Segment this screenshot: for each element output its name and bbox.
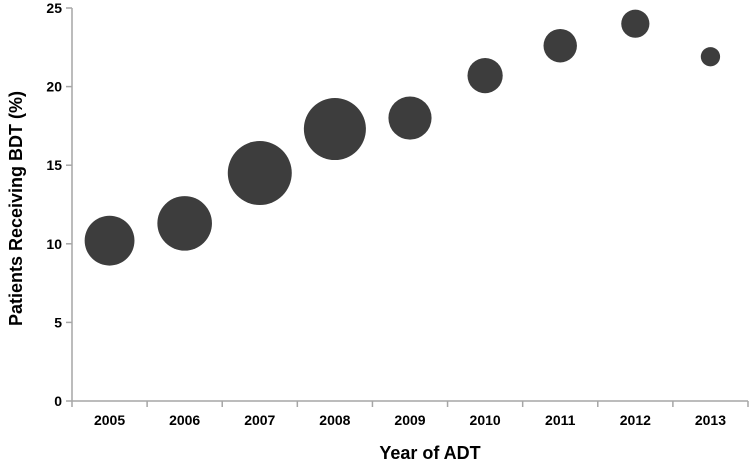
data-bubble-2008 — [303, 98, 366, 161]
x-axis-title: Year of ADT — [379, 443, 480, 463]
data-bubble-2012 — [621, 9, 650, 38]
x-tick-label: 2009 — [394, 412, 425, 428]
data-bubble-2006 — [157, 196, 212, 251]
axes — [71, 8, 748, 402]
data-bubble-2013 — [700, 47, 721, 67]
x-tick-label: 2006 — [169, 412, 200, 428]
x-tick-label: 2011 — [545, 412, 576, 428]
x-tick-label: 2007 — [244, 412, 275, 428]
y-axis-title: Patients Receiving BDT (%) — [6, 91, 26, 326]
data-bubble-2007 — [227, 141, 292, 206]
y-axis-ticks: 0 5 10 15 20 25 — [46, 0, 72, 409]
x-tick-label: 2008 — [319, 412, 350, 428]
y-tick-label: 5 — [54, 314, 62, 330]
y-tick-label: 0 — [54, 393, 62, 409]
x-tick-label: 2005 — [94, 412, 125, 428]
x-tick-label: 2012 — [620, 412, 651, 428]
y-tick-label: 10 — [46, 236, 62, 252]
data-bubble-2009 — [388, 96, 432, 140]
y-tick-label: 20 — [46, 79, 62, 95]
data-bubble-2010 — [467, 57, 503, 94]
data-bubble-2005 — [84, 215, 135, 266]
y-tick-label: 15 — [46, 157, 62, 173]
data-bubble-2011 — [543, 29, 577, 63]
y-tick-label: 25 — [46, 0, 62, 16]
x-tick-label: 2010 — [470, 412, 501, 428]
x-tick-label: 2013 — [695, 412, 726, 428]
data-points — [84, 9, 721, 266]
x-axis-ticks: 2005 2006 2007 2008 2009 2010 2011 2012 2013 — [71, 401, 749, 428]
